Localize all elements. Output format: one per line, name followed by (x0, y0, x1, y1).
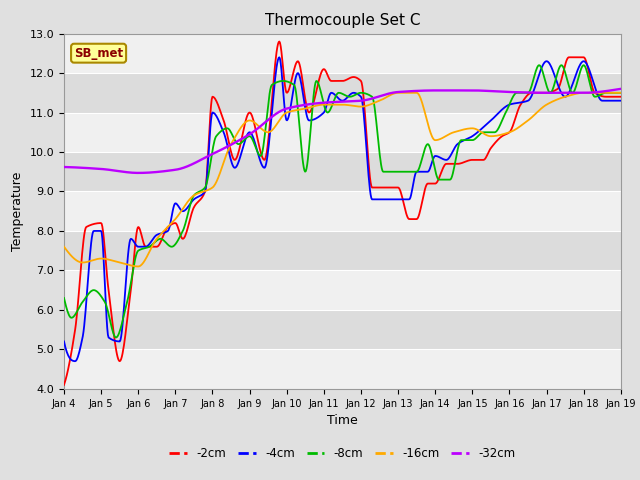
Bar (64, 349, 621, 389)
Bar (64, 270, 621, 310)
Bar (64, 192, 621, 231)
X-axis label: Time: Time (327, 414, 358, 427)
Bar (64, 73, 621, 112)
Bar (64, 152, 621, 192)
Legend: -2cm, -4cm, -8cm, -16cm, -32cm: -2cm, -4cm, -8cm, -16cm, -32cm (164, 442, 520, 465)
Title: Thermocouple Set C: Thermocouple Set C (265, 13, 420, 28)
Bar (64, 34, 621, 73)
Y-axis label: Temperature: Temperature (11, 171, 24, 251)
Bar (64, 112, 621, 152)
Bar (64, 231, 621, 270)
Text: SB_met: SB_met (74, 47, 123, 60)
Bar (64, 310, 621, 349)
